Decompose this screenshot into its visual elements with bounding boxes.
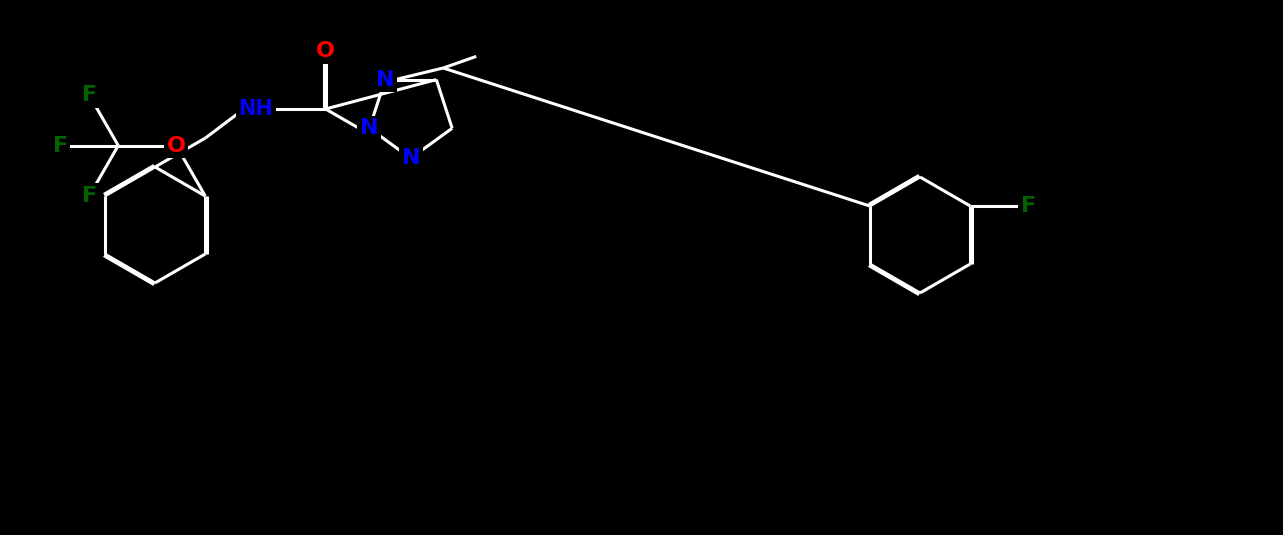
Text: F: F — [82, 85, 96, 105]
Text: F: F — [82, 186, 96, 206]
Text: O: O — [316, 41, 335, 61]
Text: F: F — [53, 135, 68, 156]
Text: NH: NH — [239, 99, 273, 119]
Text: N: N — [361, 118, 378, 138]
Text: N: N — [402, 148, 420, 169]
Text: N: N — [376, 70, 394, 89]
Text: O: O — [167, 135, 186, 156]
Text: F: F — [1021, 196, 1035, 216]
